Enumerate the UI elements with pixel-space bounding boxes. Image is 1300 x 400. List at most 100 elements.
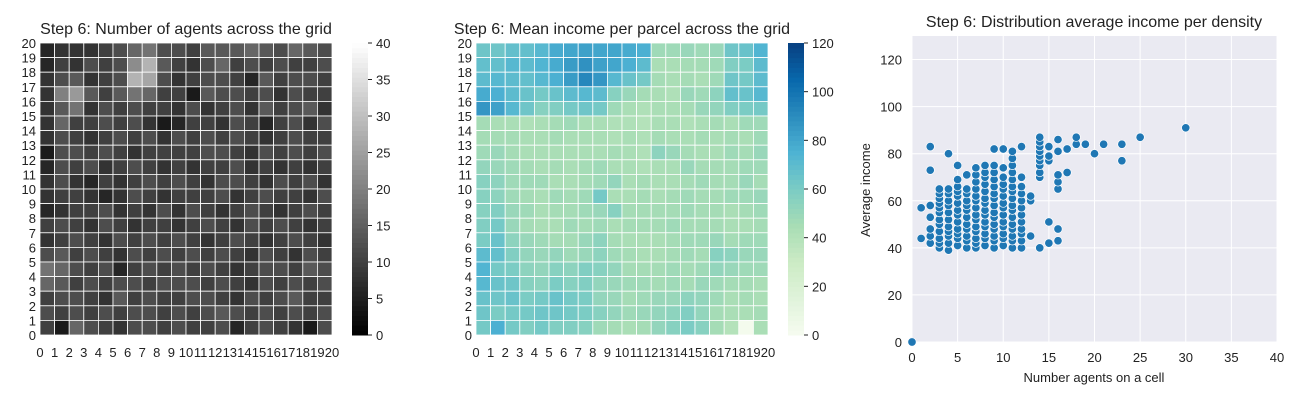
heatmap-cell — [141, 188, 158, 205]
heatmap-cell — [636, 305, 652, 321]
y-tick-label: 6 — [465, 240, 472, 255]
y-tick-label: 8 — [29, 211, 36, 226]
colorbar-tick-label: 10 — [376, 255, 390, 270]
heatmap-cell — [68, 188, 85, 205]
heatmap-cell — [475, 101, 492, 117]
heatmap-cell — [548, 305, 565, 321]
colorbar-segment — [788, 184, 804, 190]
heatmap-cell — [694, 217, 711, 234]
heatmap-cell — [621, 319, 638, 336]
heatmap-cell — [504, 217, 521, 234]
heatmap-cell — [200, 173, 216, 190]
scatter-point — [1007, 146, 1017, 156]
heatmap-cell — [156, 42, 172, 59]
scatter-point — [1035, 132, 1045, 142]
heatmap-cell — [534, 276, 550, 292]
colorbar-segment — [352, 150, 368, 156]
heatmap-cell — [258, 57, 275, 73]
heatmap-cell — [98, 42, 114, 59]
heatmap-cell — [563, 71, 579, 88]
colorbar-segment — [788, 198, 804, 205]
x-tick-label: 14 — [237, 345, 251, 360]
y-tick-label: 13 — [458, 138, 472, 153]
heatmap-cell — [592, 57, 608, 73]
scatter-point — [1026, 191, 1036, 201]
heatmap-cell — [665, 319, 681, 336]
heatmap-cell — [112, 290, 129, 307]
heatmap-cell — [229, 71, 245, 88]
heatmap-cell — [680, 144, 696, 161]
heatmap-cell — [141, 57, 158, 73]
heatmap-cell — [753, 144, 769, 161]
heatmap-cell — [577, 305, 594, 321]
heatmap-cell — [170, 130, 187, 146]
heatmap-cell — [316, 42, 333, 59]
heatmap-cell — [258, 232, 275, 248]
heatmap-cell — [694, 144, 711, 161]
heatmap-cell — [592, 246, 608, 263]
heatmap-cell — [200, 217, 216, 234]
heatmap-cell — [185, 115, 202, 132]
heatmap-cell — [680, 276, 696, 292]
heatmap-cell — [243, 173, 260, 190]
heatmap-cell — [475, 71, 492, 88]
heatmap-cell — [273, 319, 289, 336]
heatmap-cell — [156, 246, 172, 263]
heatmap-cell — [563, 319, 579, 336]
x-tick-label: 1 — [51, 345, 58, 360]
scatter-point — [925, 200, 935, 211]
colorbar-segment — [352, 291, 368, 297]
heatmap-cell — [621, 188, 638, 205]
heatmap-cell — [694, 71, 711, 88]
heatmap-cell — [665, 71, 681, 88]
heatmap-cell — [577, 130, 594, 146]
heatmap-cell — [738, 173, 754, 190]
heatmap-cell — [112, 159, 129, 175]
heatmap-cell — [68, 290, 85, 307]
heatmap-cell — [229, 232, 245, 248]
heatmap-cell — [185, 159, 202, 175]
heatmap-cell — [243, 42, 260, 59]
colorbar-segment — [788, 227, 804, 234]
heatmap-cell — [287, 86, 304, 102]
heatmap-cell — [680, 101, 696, 117]
heatmap-cell — [680, 86, 696, 102]
heatmap-cell — [534, 159, 550, 175]
heatmap-cell — [112, 115, 129, 132]
heatmap-cell — [258, 173, 275, 190]
colorbar-segment — [352, 252, 368, 258]
heatmap-cell — [273, 232, 289, 248]
heatmap-cell — [258, 115, 275, 132]
heatmap-cell — [753, 115, 769, 132]
heatmap-cell — [650, 217, 667, 234]
x-tick-label: 12 — [644, 345, 658, 360]
heatmap-cell — [753, 276, 769, 292]
colorbar-segment — [352, 130, 368, 136]
colorbar-segment — [788, 135, 804, 141]
scatter-point — [934, 184, 944, 194]
heatmap-cell — [214, 42, 231, 59]
y-tick-label: 19 — [22, 51, 36, 66]
heatmap-cell — [141, 71, 158, 88]
heatmap-cell — [577, 217, 594, 234]
x-tick-label: 3 — [516, 345, 523, 360]
heatmap-cell — [563, 305, 579, 321]
heatmap-cell — [563, 188, 579, 205]
heatmap-cell — [723, 261, 740, 278]
heatmap-cell — [680, 130, 696, 146]
heatmap-cell — [548, 290, 565, 307]
heatmap-cell — [185, 130, 202, 146]
heatmap-cell — [519, 159, 535, 175]
colorbar-segment — [352, 276, 368, 282]
heatmap-cell — [650, 276, 667, 292]
heatmap-cell — [54, 130, 70, 146]
heatmap-cell — [273, 290, 289, 307]
colorbar-segment — [788, 310, 804, 317]
heatmap-cell — [519, 232, 535, 248]
colorbar-segment — [352, 52, 368, 59]
heatmap-cell — [650, 57, 667, 73]
heatmap-cell — [200, 319, 216, 336]
heatmap-cell — [694, 319, 711, 336]
heatmap-cell — [112, 71, 129, 88]
heatmap-cell — [621, 101, 638, 117]
